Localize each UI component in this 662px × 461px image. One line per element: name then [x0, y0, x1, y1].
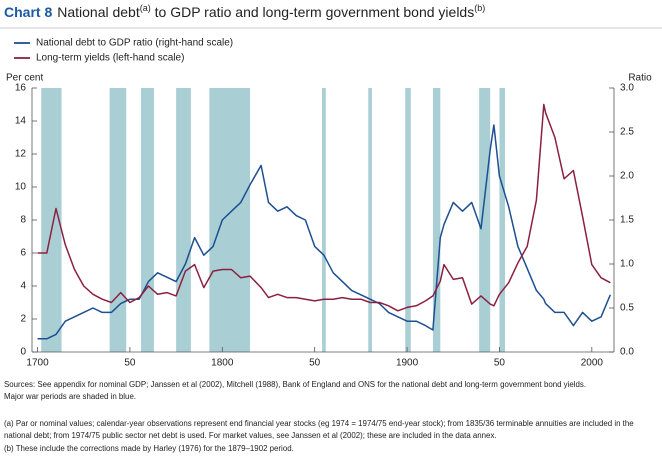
- note: (a) Par or nominal values; calendar-year…: [4, 419, 634, 428]
- chart-number: Chart 8: [4, 4, 52, 20]
- title-part: to GDP ratio and long-term government bo…: [151, 4, 474, 20]
- y-axis-label: Per cent: [6, 73, 43, 84]
- x-tick-label: 2000: [581, 358, 604, 369]
- shaded-period: [479, 88, 491, 352]
- y2-tick-label: 2.0: [620, 171, 634, 182]
- legend-label: National debt to GDP ratio (right-hand s…: [36, 38, 233, 49]
- y2-tick-label: 0.5: [620, 303, 634, 314]
- shaded-period: [176, 88, 191, 352]
- y-tick-label: 8: [20, 215, 26, 226]
- note: (b) These include the corrections made b…: [4, 444, 294, 453]
- y2-tick-label: 0.0: [620, 347, 634, 358]
- y2-tick-label: 3.0: [620, 83, 634, 94]
- shaded-period: [209, 88, 251, 352]
- shaded-period: [141, 88, 154, 352]
- y-tick-label: 16: [15, 83, 27, 94]
- y2-tick-label: 1.0: [620, 259, 634, 270]
- title-part: National debt: [57, 4, 140, 20]
- note: Sources: See appendix for nominal GDP; J…: [4, 380, 586, 389]
- x-tick-label: 50: [494, 358, 506, 369]
- x-tick-label: 50: [124, 358, 136, 369]
- shaded-period: [41, 88, 62, 352]
- chart-title: Chart 8 National debt(a) to GDP ratio and…: [4, 3, 485, 19]
- y-tick-label: 12: [15, 149, 27, 160]
- x-tick-label: 1700: [26, 358, 49, 369]
- y2-tick-label: 2.5: [620, 127, 634, 138]
- title-footnote: (a): [140, 3, 151, 13]
- x-tick-label: 50: [309, 358, 321, 369]
- y-tick-label: 4: [20, 281, 26, 292]
- y-tick-label: 0: [20, 347, 26, 358]
- note: Major war periods are shaded in blue.: [4, 392, 136, 401]
- x-tick-label: 1900: [396, 358, 419, 369]
- y2-axis-label: Ratio: [628, 73, 652, 84]
- x-tick-label: 1800: [211, 358, 234, 369]
- note: national debt; from 1974/75 public secto…: [4, 431, 497, 440]
- series-line: [37, 103, 611, 312]
- plot-area: 0 2 4 6 8 10 12 14 16 0.0 0.5 1.0 1.5 2.0 2.5 3.0 1700 50…: [15, 83, 634, 369]
- y-tick-label: 6: [20, 248, 26, 259]
- legend-label: Long-term yields (left-hand scale): [36, 53, 184, 64]
- shaded-period: [405, 88, 411, 352]
- shaded-period: [368, 88, 372, 352]
- shaded-period: [322, 88, 326, 352]
- shaded-period: [432, 88, 441, 352]
- shaded-period: [109, 88, 127, 352]
- shaded-period: [499, 88, 505, 352]
- y-tick-label: 2: [20, 314, 26, 325]
- y-tick-label: 14: [15, 116, 27, 127]
- y2-tick-label: 1.5: [620, 215, 634, 226]
- title-footnote: (b): [474, 3, 485, 13]
- y-tick-label: 10: [15, 182, 27, 193]
